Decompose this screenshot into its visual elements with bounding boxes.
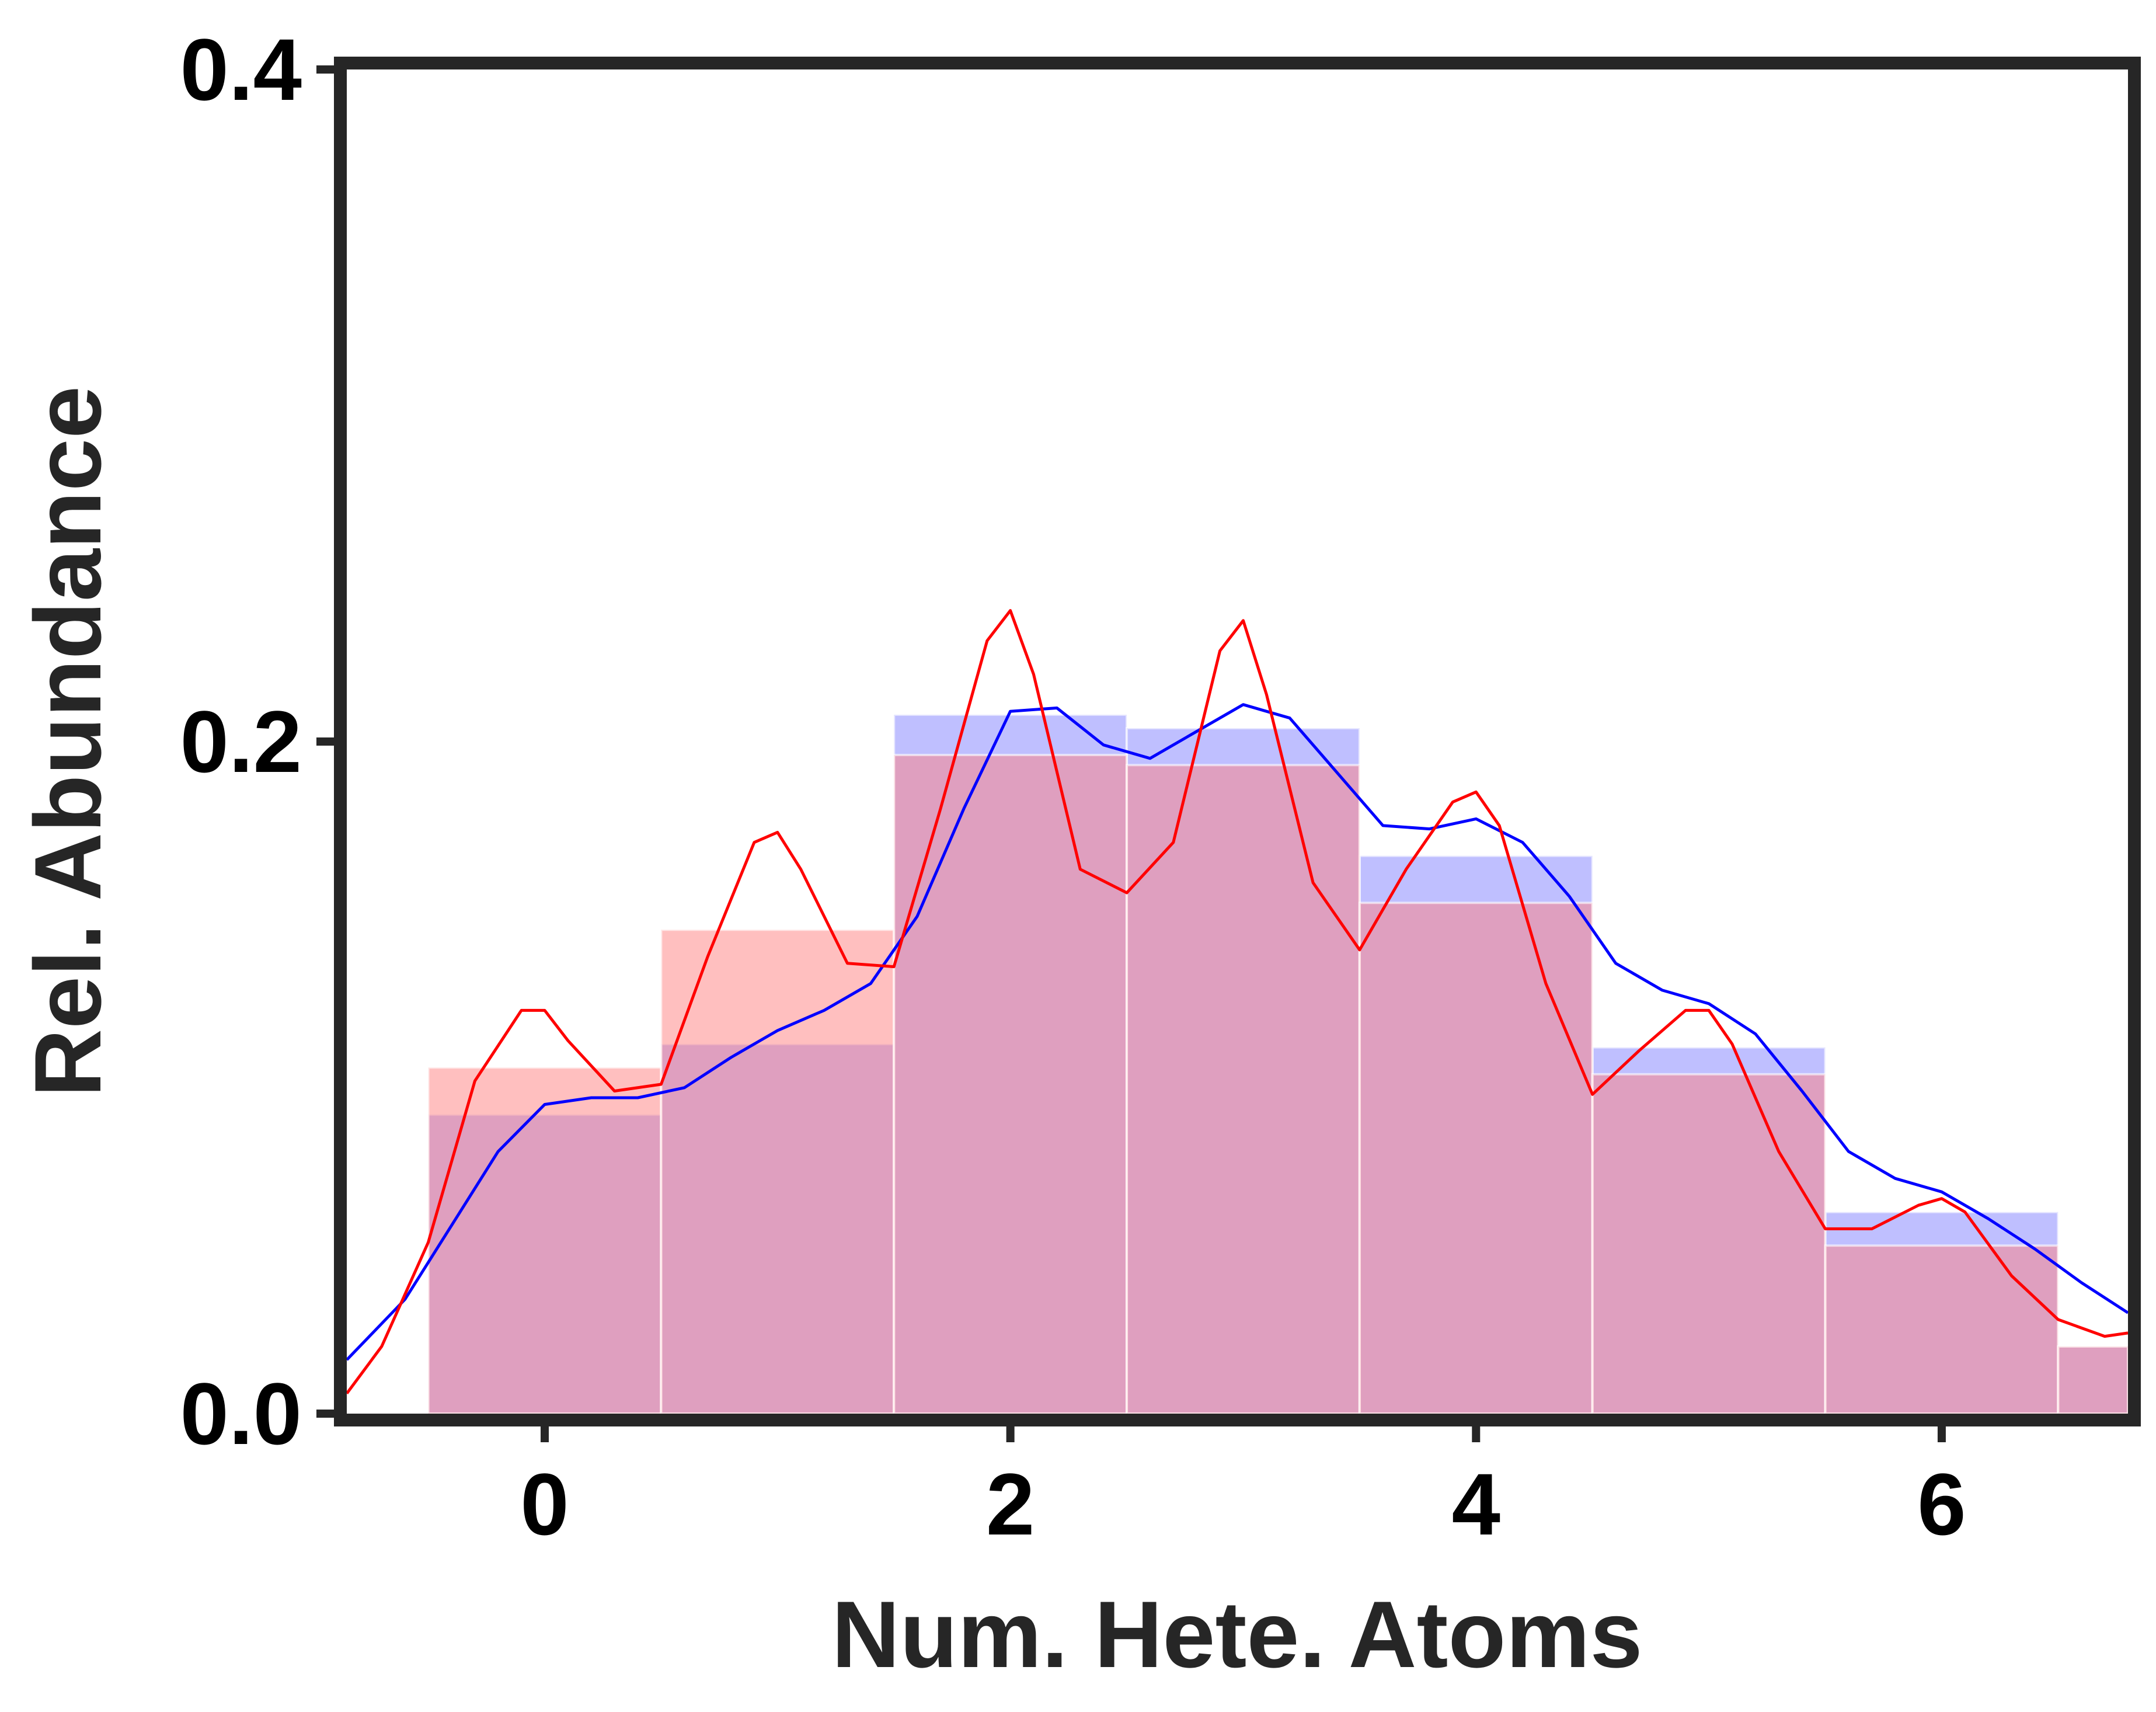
y-tick-label: 0.0 xyxy=(180,1365,302,1463)
kde-lines xyxy=(345,609,2129,1394)
y-tick-label: 0.2 xyxy=(180,693,302,791)
histogram-bar-series-2-bin-6 xyxy=(1824,1244,2060,1415)
kde-line-series-2 xyxy=(345,609,2129,1394)
x-tick-label: 6 xyxy=(1917,1455,1966,1553)
y-axis-title: Rel. Abundance xyxy=(15,386,121,1097)
x-tick-label: 4 xyxy=(1452,1455,1500,1553)
histogram-bar-series-2-bin-1 xyxy=(660,928,896,1415)
x-axis-title: Num. Hete. Atoms xyxy=(831,1582,1642,1687)
y-tick-label: 0.4 xyxy=(180,20,302,119)
histogram-bars xyxy=(427,713,2130,1415)
histogram-bar-series-2-bin-4 xyxy=(1358,902,1594,1415)
x-tick-label: 2 xyxy=(986,1455,1035,1553)
histogram-bar-series-2-bin-7 xyxy=(2057,1345,2130,1415)
histogram-bar-series-2-bin-2 xyxy=(893,754,1128,1415)
kde-line-series-1 xyxy=(346,703,2129,1361)
y-axis: 0.0 0.2 0.4 xyxy=(180,20,340,1463)
histogram-bar-series-2-bin-5 xyxy=(1591,1073,1827,1415)
x-axis: 0 2 4 6 xyxy=(520,1420,1966,1553)
histogram-bar-series-2-bin-3 xyxy=(1126,764,1361,1415)
x-tick-label: 0 xyxy=(520,1455,569,1553)
